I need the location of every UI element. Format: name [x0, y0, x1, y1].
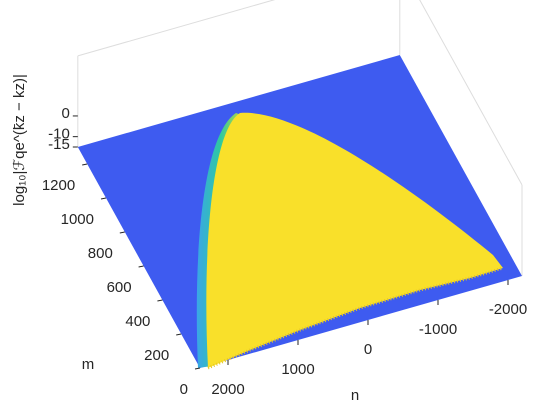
- y-tick: [176, 333, 182, 336]
- surface-peak: [206, 112, 504, 369]
- y-tick: [138, 265, 144, 268]
- x-tick-label: -1000: [419, 321, 457, 338]
- surface-rim: [207, 266, 504, 370]
- z-tick-label: -15: [48, 136, 70, 153]
- z-tick-label: -10: [48, 126, 70, 143]
- box-edge: [77, 0, 523, 186]
- y-axis-label: m: [82, 356, 95, 373]
- y-tick-label: 800: [88, 245, 113, 262]
- y-tick-label: 600: [107, 279, 132, 296]
- z-axis-label: log₁₀|ℱqe^(k̄z − kz)|: [11, 74, 28, 206]
- x-tick-label: 1000: [281, 361, 314, 378]
- plot-area: [77, 0, 523, 370]
- y-tick: [119, 231, 125, 234]
- y-tick-label: 200: [144, 347, 169, 364]
- x-axis-label: n: [351, 387, 359, 404]
- y-tick-label: 1200: [42, 177, 75, 194]
- x-tick-label: 0: [364, 341, 372, 358]
- y-tick: [100, 197, 107, 200]
- x-tick-label: 2000: [211, 381, 244, 398]
- y-tick-label: 0: [180, 381, 188, 398]
- y-tick-label: 400: [125, 313, 150, 330]
- z-tick-label: 0: [61, 105, 69, 122]
- x-tick-label: -2000: [489, 301, 527, 318]
- y-tick: [157, 299, 163, 302]
- y-tick: [194, 367, 201, 370]
- y-tick: [82, 163, 88, 166]
- y-tick-label: 1000: [61, 211, 94, 228]
